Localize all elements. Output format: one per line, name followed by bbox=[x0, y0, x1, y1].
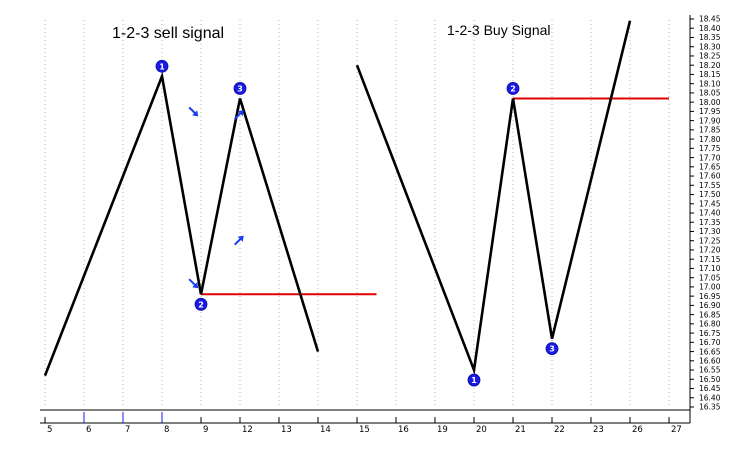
y-tick-label: 18.25 bbox=[699, 52, 721, 61]
x-tick-label: 5 bbox=[47, 425, 52, 435]
x-tick-label: 9 bbox=[203, 425, 208, 435]
y-tick-label: 17.25 bbox=[699, 236, 721, 245]
marker-buy-1: 1 bbox=[467, 373, 481, 387]
title-buy-signal: 1-2-3 Buy Signal bbox=[447, 22, 551, 38]
y-tick-label: 18.35 bbox=[699, 33, 721, 42]
y-tick-label: 16.90 bbox=[699, 301, 721, 310]
y-tick-label: 16.45 bbox=[699, 384, 721, 393]
y-tick-label: 17.50 bbox=[699, 190, 721, 199]
y-tick-label: 17.45 bbox=[699, 199, 721, 208]
x-tick-label: 14 bbox=[320, 425, 331, 435]
arrow-up-right bbox=[233, 235, 244, 246]
y-tick-label: 17.00 bbox=[699, 283, 721, 292]
svg-text:2: 2 bbox=[510, 84, 516, 93]
y-tick-label: 17.35 bbox=[699, 218, 721, 227]
title-sell-signal: 1-2-3 sell signal bbox=[112, 25, 225, 42]
y-tick-label: 18.20 bbox=[699, 61, 721, 70]
x-tick-label: 16 bbox=[398, 425, 409, 435]
marker-buy-3: 3 bbox=[545, 342, 559, 356]
marker-buy-2: 2 bbox=[506, 82, 520, 95]
price-series bbox=[43, 20, 632, 377]
y-axis: 16.3516.4016.4516.5016.5516.6016.6516.70… bbox=[689, 15, 721, 423]
x-tick-label: 13 bbox=[281, 425, 292, 435]
y-tick-label: 16.65 bbox=[699, 347, 721, 356]
vertical-gridlines bbox=[44, 20, 670, 408]
y-tick-label: 16.70 bbox=[699, 338, 721, 347]
y-tick-label: 16.50 bbox=[699, 375, 721, 384]
svg-text:3: 3 bbox=[237, 84, 243, 93]
svg-text:2: 2 bbox=[198, 300, 204, 309]
y-tick-label: 18.45 bbox=[699, 15, 721, 24]
x-tick-label: 26 bbox=[632, 425, 643, 435]
y-tick-label: 16.40 bbox=[699, 393, 721, 402]
y-tick-label: 16.80 bbox=[699, 320, 721, 329]
y-tick-label: 18.05 bbox=[699, 89, 721, 98]
x-tick-label: 20 bbox=[476, 425, 487, 435]
y-tick-label: 17.40 bbox=[699, 209, 721, 218]
y-tick-label: 17.70 bbox=[699, 153, 721, 162]
arrow-down-right bbox=[188, 278, 199, 289]
y-tick-label: 16.55 bbox=[699, 366, 721, 375]
x-axis: 5 6 7 8 9 12 13 14 15 16 19 20 21 22 23 26 27 bbox=[40, 409, 690, 435]
x-tick-label: 15 bbox=[359, 425, 370, 435]
y-tick-label: 17.30 bbox=[699, 227, 721, 236]
x-tick-label: 19 bbox=[437, 425, 448, 435]
marker-sell-3: 3 bbox=[233, 82, 247, 95]
y-tick-label: 17.15 bbox=[699, 255, 721, 264]
y-tick-label: 18.10 bbox=[699, 79, 721, 88]
y-tick-label: 17.55 bbox=[699, 181, 721, 190]
y-tick-label: 17.90 bbox=[699, 116, 721, 125]
pivot-markers: 1 2 3 1 2 3 bbox=[155, 59, 559, 387]
signal-lines bbox=[201, 97, 669, 296]
arrows bbox=[188, 106, 244, 289]
y-tick-label: 17.10 bbox=[699, 264, 721, 273]
y-tick-label: 18.00 bbox=[699, 98, 721, 107]
x-tick-label: 7 bbox=[125, 425, 130, 435]
x-tick-label: 21 bbox=[515, 425, 526, 435]
y-tick-label: 17.65 bbox=[699, 163, 721, 172]
y-tick-label: 17.85 bbox=[699, 126, 721, 135]
series-line-buy bbox=[355, 20, 632, 376]
svg-text:1: 1 bbox=[471, 376, 477, 385]
arrow-up-right bbox=[233, 110, 244, 120]
y-tick-label: 16.75 bbox=[699, 329, 721, 338]
x-tick-label: 22 bbox=[554, 425, 565, 435]
y-tick-label: 17.20 bbox=[699, 246, 721, 255]
arrow-down-right bbox=[188, 106, 199, 117]
y-tick-label: 18.15 bbox=[699, 70, 721, 79]
marker-sell-1: 1 bbox=[155, 59, 169, 73]
y-tick-label: 16.35 bbox=[699, 403, 721, 412]
svg-text:3: 3 bbox=[549, 345, 555, 354]
x-tick-label: 8 bbox=[164, 425, 169, 435]
marker-sell-2: 2 bbox=[194, 297, 208, 311]
y-tick-label: 16.85 bbox=[699, 310, 721, 319]
y-tick-label: 17.60 bbox=[699, 172, 721, 181]
y-tick-label: 18.40 bbox=[699, 24, 721, 33]
svg-text:1: 1 bbox=[159, 62, 165, 71]
y-tick-label: 16.95 bbox=[699, 292, 721, 301]
series-line-sell bbox=[43, 71, 320, 377]
y-tick-label: 18.30 bbox=[699, 42, 721, 51]
y-tick-label: 17.05 bbox=[699, 273, 721, 282]
y-tick-label: 17.95 bbox=[699, 107, 721, 116]
y-tick-label: 17.80 bbox=[699, 135, 721, 144]
x-tick-label: 6 bbox=[86, 425, 91, 435]
y-tick-label: 16.60 bbox=[699, 357, 721, 366]
x-tick-label: 27 bbox=[671, 425, 682, 435]
y-tick-label: 17.75 bbox=[699, 144, 721, 153]
x-tick-label: 23 bbox=[593, 425, 604, 435]
x-tick-label: 12 bbox=[242, 425, 253, 435]
